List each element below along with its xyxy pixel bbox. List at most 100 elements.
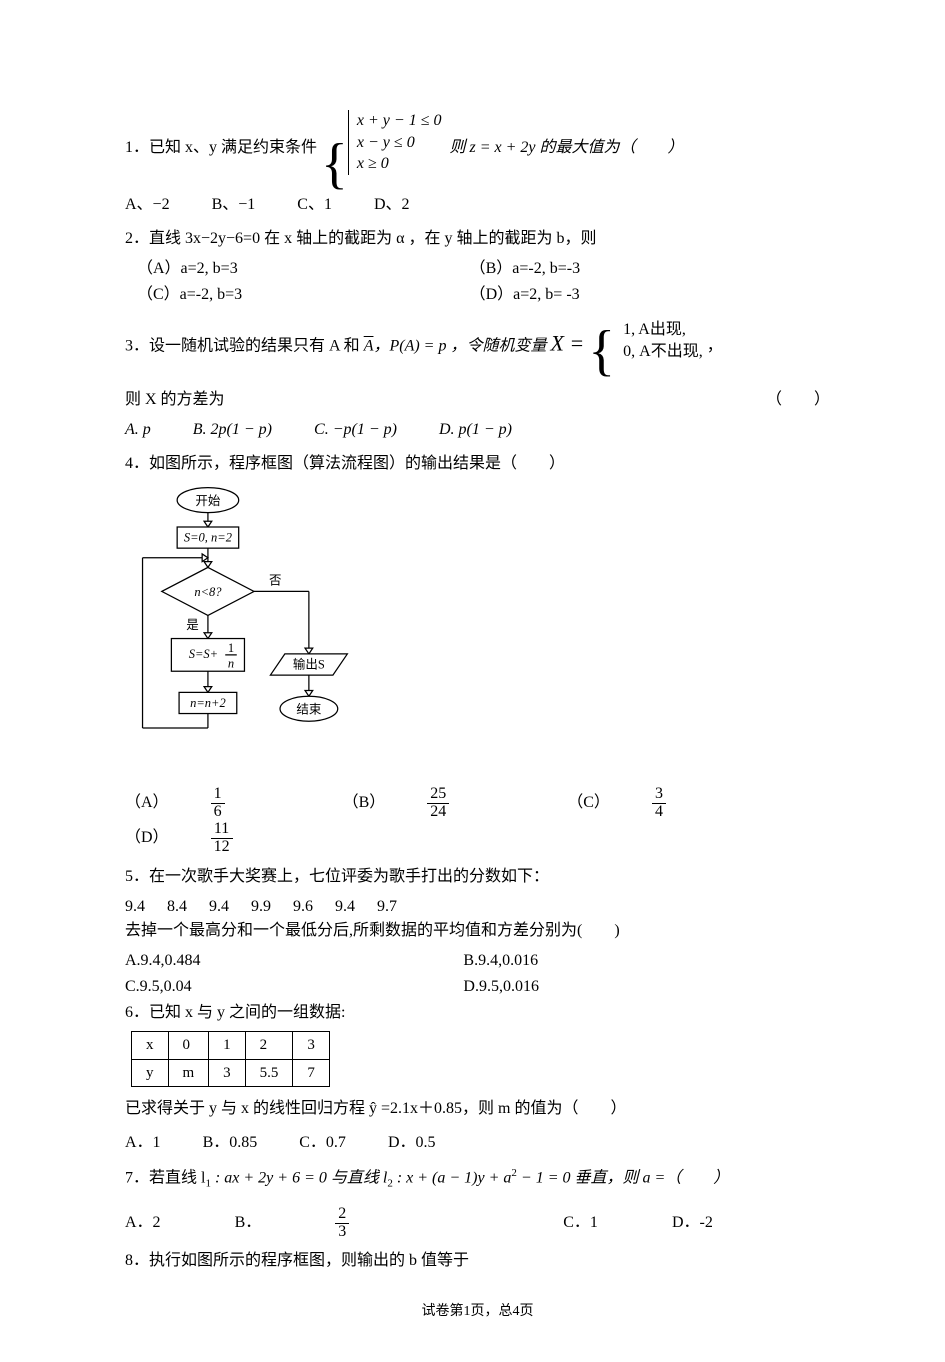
flow-init: S=0, n=2	[184, 531, 232, 545]
q3-stem-a: 3．设一随机试验的结果只有 A 和	[125, 337, 364, 354]
q4-b-label: （B）	[343, 791, 386, 815]
q3-opt-b: B. 2p(1 − p)	[193, 418, 272, 442]
q3-case2: 0, A不出现,	[623, 343, 703, 360]
flow-yes: 是	[186, 618, 199, 632]
flowchart-svg: 开始 S=0, n=2 n<8? 否 输出S 结束	[131, 482, 381, 772]
flow-out: 输出S	[293, 657, 325, 672]
question-2: 2．直线 3x−2y−6=0 在 x 轴上的截距为 α ，在 y 轴上的截距为 …	[125, 227, 830, 251]
q1-stem-b-text: 则 z = x + 2y 的最大值为（ ）	[449, 139, 683, 156]
q5-opt-b: B.9.4,0.016	[463, 949, 801, 973]
q7-opt-a: A．2	[125, 1211, 161, 1235]
q6-opt-b: B．0.85	[203, 1131, 258, 1155]
q7-mid1: : ax + 2y + 6 = 0 与直线 l	[211, 1170, 387, 1187]
q5-score-5: 9.4	[335, 895, 355, 919]
q4-options: （A） 16 （B） 2524 （C） 34 （D） 1112	[125, 786, 830, 855]
question-6: 6．已知 x 与 y 之间的一组数据:	[125, 1001, 830, 1025]
q5-scores: 9.4 8.4 9.4 9.9 9.6 9.4 9.7	[125, 895, 830, 919]
q4-d-label: （D）	[125, 826, 169, 850]
q2-stem: 2．直线 3x−2y−6=0 在 x 轴上的截距为 α ，在 y 轴上的截距为 …	[125, 230, 596, 247]
q6-h2: 1	[209, 1032, 246, 1060]
q3-abar: A	[364, 337, 374, 354]
q5-stem: 5．在一次歌手大奖赛上，七位评委为歌手打出的分数如下：	[125, 868, 549, 885]
flow-no: 否	[269, 574, 282, 588]
flow-inc: n=n+2	[190, 696, 226, 710]
q7-mid3: − 1 = 0 垂直，则 a =（ ）	[517, 1170, 729, 1187]
q6-opt-a: A．1	[125, 1131, 161, 1155]
q4-a-num: 1	[211, 786, 225, 804]
q2-opt-c: （C）a=-2, b=3	[137, 283, 470, 307]
q2-opt-d: （D）a=2, b= -3	[470, 283, 803, 307]
q7-options: A．2 B． 23 C．1 D．-2	[125, 1206, 830, 1241]
q4-b-den: 24	[427, 804, 449, 821]
q3-opt-d: D. p(1 − p)	[439, 418, 512, 442]
q1-sys-line3: x ≥ 0	[357, 155, 389, 172]
q5-score-2: 9.4	[209, 895, 229, 919]
q5-options: A.9.4,0.484 B.9.4,0.016 C.9.5,0.04 D.9.5…	[125, 949, 830, 1001]
q5-opt-a: A.9.4,0.484	[125, 949, 463, 973]
q3-Xeq: X =	[550, 330, 584, 355]
q7-opt-d: D．-2	[672, 1211, 713, 1235]
flow-step-den: n	[228, 657, 234, 671]
q3-cases: { 1, A出现, 0, A不出现,	[588, 319, 702, 374]
q1-opt-d: D、2	[374, 193, 410, 217]
table-row: y m 3 5.5 7	[132, 1059, 330, 1087]
q1-opt-b: B、−1	[212, 193, 256, 217]
q6-h1: 0	[168, 1032, 209, 1060]
q1-sys-line1: x + y − 1 ≤ 0	[357, 112, 442, 129]
q5-score-1: 8.4	[167, 895, 187, 919]
q2-opt-b: （B）a=-2, b=-3	[470, 257, 803, 281]
flow-cond: n<8?	[194, 585, 222, 599]
q6-r0: y	[132, 1059, 169, 1087]
q6-table: x 0 1 2 3 y m 3 5.5 7	[131, 1031, 330, 1087]
q4-c-label: （C）	[567, 791, 610, 815]
q7-opt-c: C．1	[563, 1211, 598, 1235]
q7-opt-b: B． 23	[235, 1206, 490, 1241]
q7-b-num: 2	[335, 1206, 349, 1224]
page-footer: 试卷第1页，总4页	[125, 1301, 830, 1322]
q4-flowchart: 开始 S=0, n=2 n<8? 否 输出S 结束	[131, 482, 381, 780]
q7-stem-a: 7．若直线 l	[125, 1170, 205, 1187]
q4-opt-a: （A） 16	[125, 786, 301, 821]
q7-b-label: B．	[235, 1211, 262, 1235]
flow-start: 开始	[195, 494, 221, 508]
q4-c-num: 3	[652, 786, 666, 804]
q3-stem-b-text: ，P(A) = p ，令随机变量	[373, 337, 550, 354]
q1-stem-a: 1．已知 x、y 满足约束条件	[125, 139, 317, 156]
q1-options: A、−2 B、−1 C、1 D、2	[125, 193, 830, 217]
q6-r2: 3	[209, 1059, 246, 1087]
question-5: 5．在一次歌手大奖赛上，七位评委为歌手打出的分数如下：	[125, 865, 830, 889]
question-4: 4．如图所示，程序框图（算法流程图）的输出结果是（ ）	[125, 452, 830, 476]
q6-h4: 3	[293, 1032, 330, 1060]
q3-line2: 则 X 的方差为	[125, 388, 225, 412]
q3-stem-b: ，P(A) = p ，令随机变量	[373, 337, 550, 354]
q6-r3: 5.5	[245, 1059, 293, 1087]
q6-options: A．1 B．0.85 C．0.7 D．0.5	[125, 1131, 830, 1155]
q6-line2-text: 已求得关于 y 与 x 的线性回归方程 ŷ =2.1x＋0.85，则 m 的值为…	[125, 1100, 626, 1117]
flow-step-num: 1	[228, 641, 234, 655]
q2-opt-a: （A）a=2, b=3	[137, 257, 470, 281]
q1-stem-b: 则 z = x + 2y 的最大值为（ ）	[445, 139, 683, 156]
q3-comma: ，	[707, 337, 723, 354]
q6-h3: 2	[245, 1032, 293, 1060]
q6-r1: m	[168, 1059, 209, 1087]
q6-stem: 6．已知 x 与 y 之间的一组数据:	[125, 1004, 345, 1021]
q5-score-6: 9.7	[377, 895, 397, 919]
q5-opt-c: C.9.5,0.04	[125, 975, 463, 999]
q8-stem: 8．执行如图所示的程序框图，则输出的 b 值等于	[125, 1252, 469, 1269]
q6-line2: 已求得关于 y 与 x 的线性回归方程 ŷ =2.1x＋0.85，则 m 的值为…	[125, 1097, 830, 1121]
q6-r4: 7	[293, 1059, 330, 1087]
q5-score-4: 9.6	[293, 895, 313, 919]
q6-opt-c: C．0.7	[299, 1131, 346, 1155]
q5-score-3: 9.9	[251, 895, 271, 919]
q4-opt-c: （C） 34	[567, 786, 742, 821]
q3-case1: 1, A出现,	[623, 321, 686, 338]
table-row: x 0 1 2 3	[132, 1032, 330, 1060]
q4-d-den: 12	[211, 839, 233, 856]
q5-score-0: 9.4	[125, 895, 145, 919]
q7-b-den: 3	[335, 1224, 349, 1241]
q3-options: A. p B. 2p(1 − p) C. −p(1 − p) D. p(1 − …	[125, 418, 830, 442]
q7-mid2: : x + (a − 1)y + a	[393, 1170, 512, 1187]
q4-stem: 4．如图所示，程序框图（算法流程图）的输出结果是（ ）	[125, 455, 565, 472]
q3-line2-row: 则 X 的方差为 （ ）	[125, 388, 830, 412]
q3-blank: （ ）	[766, 388, 830, 412]
